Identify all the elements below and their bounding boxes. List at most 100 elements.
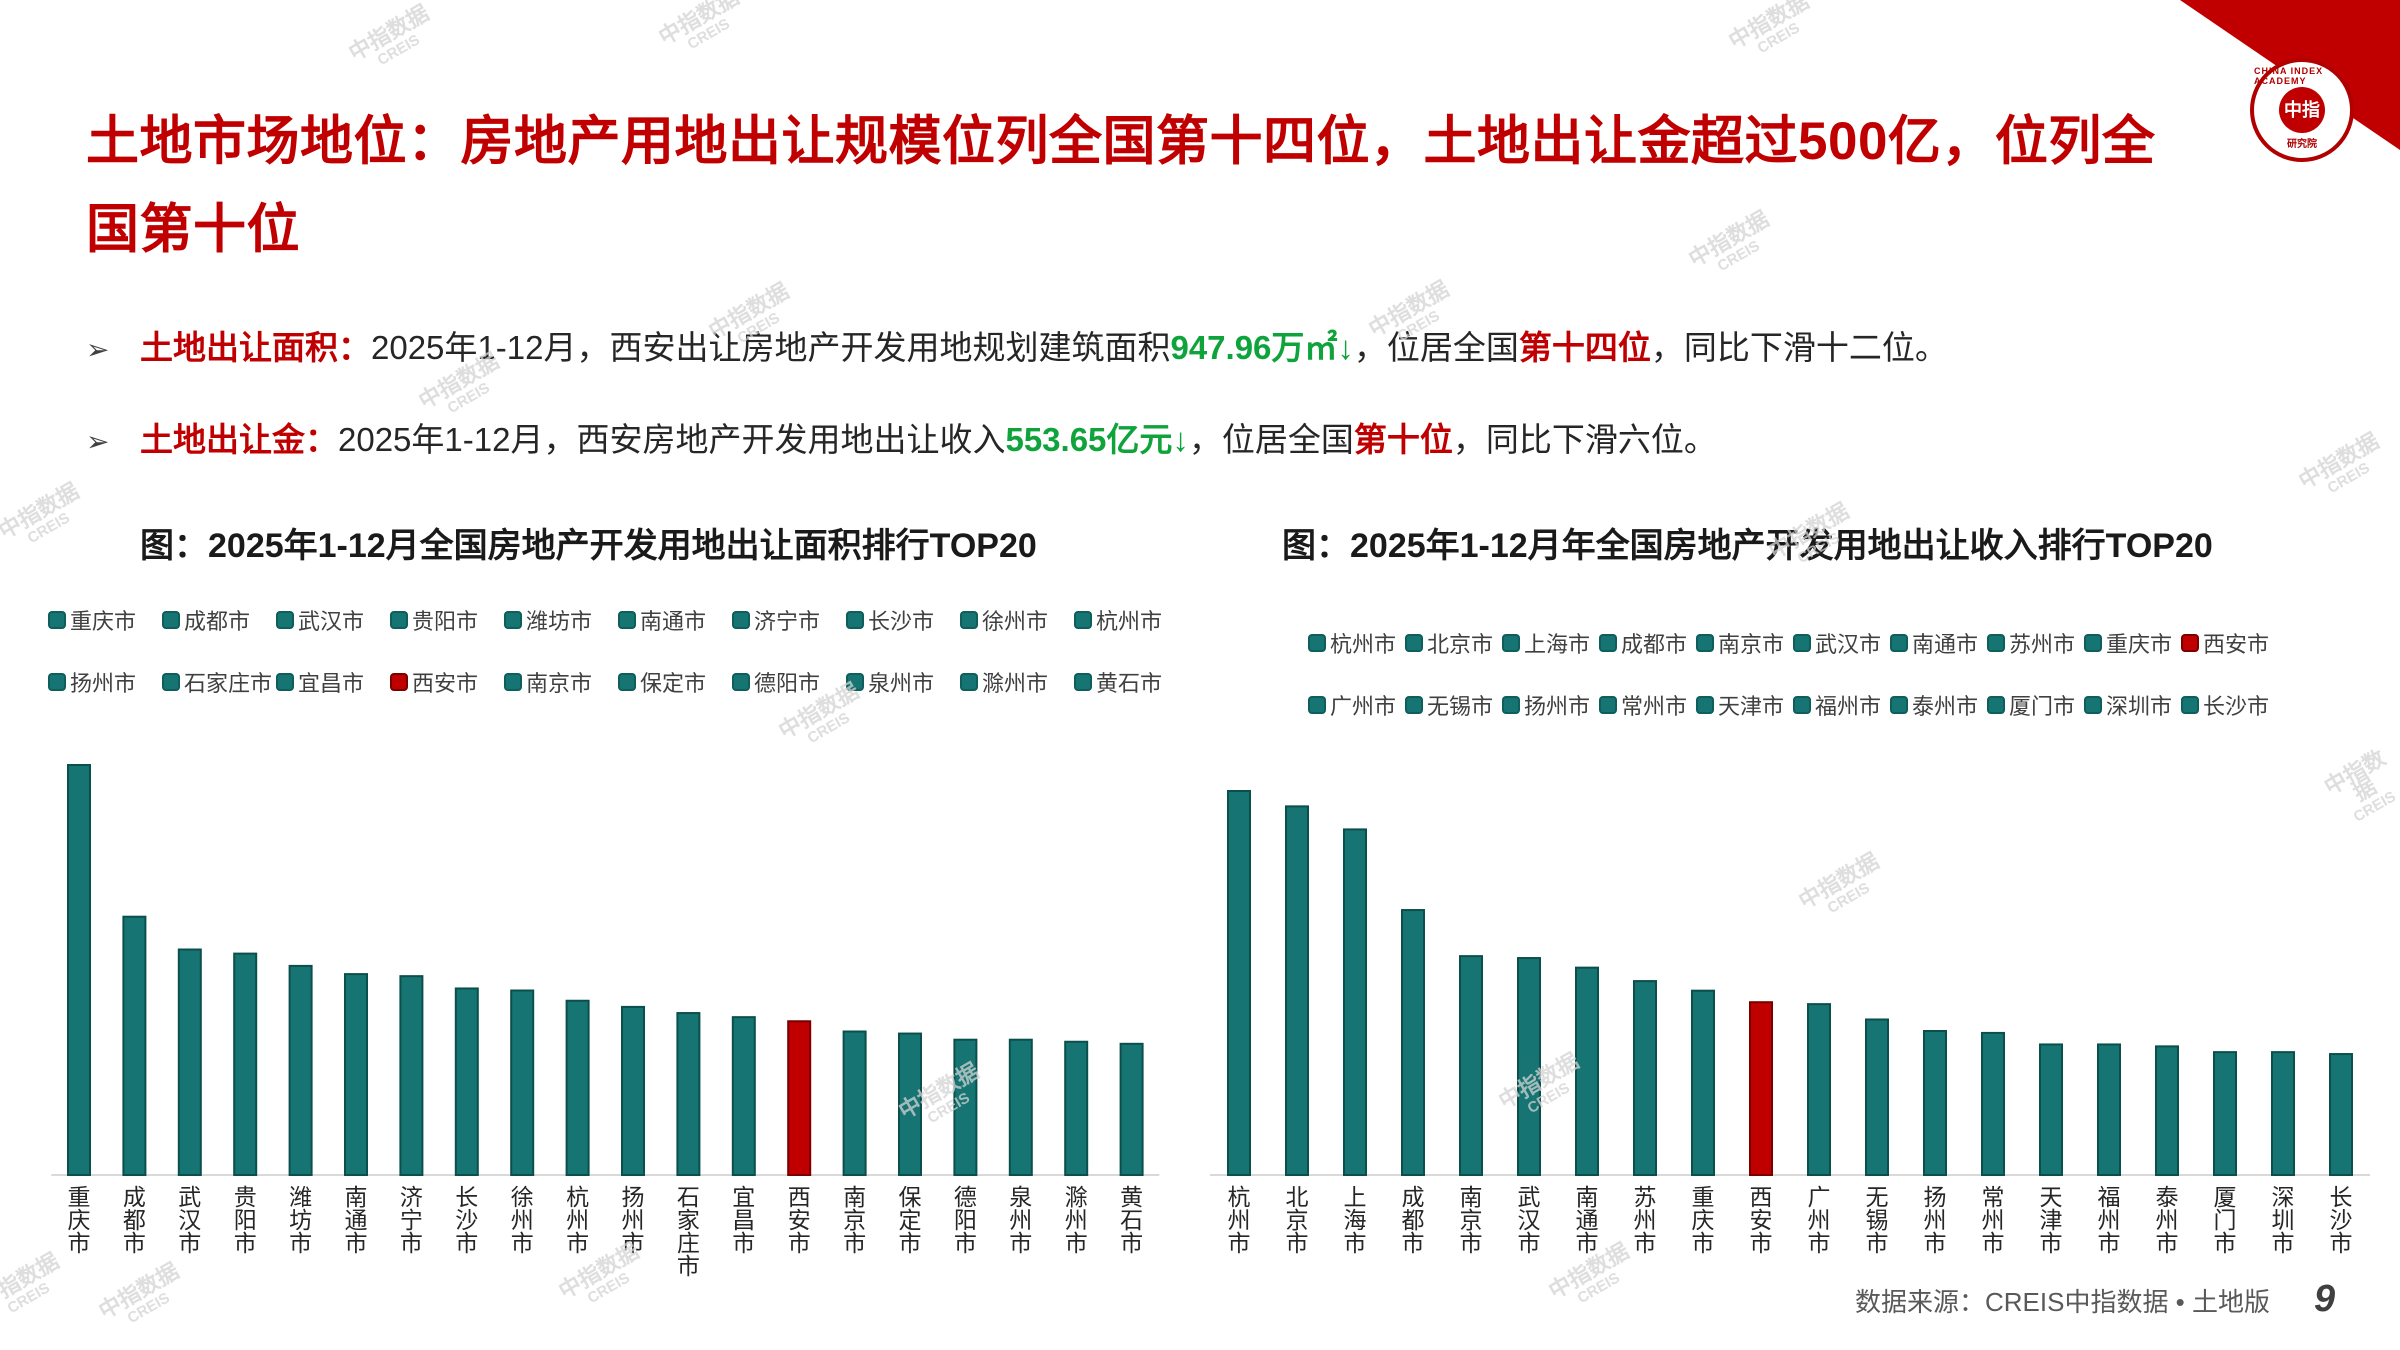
bar-chart-revenue: 杭州市 北京市 上海市 成都市 南京市 武汉市 南通市 苏州市 重庆市 西安市 广州市 无锡市 扬州市 常…: [1210, 790, 2370, 1257]
legend-swatch: [1405, 696, 1423, 714]
legend-swatch: [276, 673, 294, 691]
legend-item: 滁州市: [960, 666, 1074, 698]
legend-item: 上海市: [1502, 627, 1599, 659]
legend-label: 南京市: [1718, 632, 1785, 657]
legend-item: 武汉市: [276, 604, 390, 636]
bar: [233, 952, 258, 1176]
legend-item: 深圳市: [2084, 689, 2181, 721]
x-tick-label: 黄石市: [1120, 1185, 1143, 1257]
legend-swatch: [1599, 634, 1617, 652]
legend-item: 福州市: [1793, 689, 1890, 721]
bullet-value: 553.65亿元↓: [1005, 421, 1189, 458]
arrow-bullet-icon: ➢: [86, 426, 110, 457]
x-tick-label: 杭州市: [566, 1185, 589, 1257]
x-tick-label: 南通市: [345, 1185, 368, 1257]
legend-item: 南通市: [1890, 627, 1987, 659]
legend-swatch: [1405, 634, 1423, 652]
bar: [1119, 1042, 1144, 1176]
bar: [1807, 1003, 1831, 1176]
arrow-bullet-icon: ➢: [86, 334, 110, 365]
legend-item: 保定市: [618, 666, 732, 698]
x-tick-label: 苏州市: [1634, 1185, 1657, 1257]
bar: [1749, 1001, 1773, 1176]
legend-label: 潍坊市: [526, 609, 593, 634]
bar: [1343, 828, 1367, 1177]
x-tick-label: 济宁市: [400, 1185, 423, 1257]
bullet-text: 2025年1-12月，西安房地产开发用地出让收入: [338, 421, 1006, 458]
logo-ring-text: CHINA INDEX ACADEMY: [2254, 66, 2324, 86]
legend-item: 成都市: [162, 604, 276, 636]
legend-label: 武汉市: [1815, 632, 1882, 657]
legend-swatch: [1696, 696, 1714, 714]
data-source: 数据来源：CREIS中指数据 • 土地版: [1855, 1287, 2271, 1317]
legend-item: 贵阳市: [390, 604, 504, 636]
bar: [953, 1038, 978, 1177]
legend-swatch: [1987, 696, 2005, 714]
legend-item: 扬州市: [1502, 689, 1599, 721]
legend-item: 北京市: [1405, 627, 1502, 659]
bar: [1517, 957, 1541, 1176]
bullet-land-area: ➢ 土地出让面积：2025年1-12月，西安出让房地产开发用地规划建筑面积947.…: [86, 326, 1948, 372]
x-tick-label: 扬州市: [622, 1185, 645, 1257]
legend-label: 扬州市: [70, 671, 137, 696]
legend-swatch: [2181, 634, 2199, 652]
legend-item: 西安市: [390, 666, 504, 698]
x-tick-label: 成都市: [1402, 1185, 1425, 1257]
x-tick-label: 常州市: [1982, 1185, 2005, 1257]
legend-swatch: [504, 673, 522, 691]
watermark: 中指数据 CREIS: [1724, 0, 1814, 58]
legend-label: 宜昌市: [298, 671, 365, 696]
x-tick-label: 德阳市: [954, 1185, 977, 1257]
legend-row: 杭州市 北京市 上海市 成都市 南京市 武汉市 南通市 苏州市 重庆市 西安市: [1308, 627, 2278, 659]
legend-item: 长沙市: [846, 604, 960, 636]
bar: [288, 964, 313, 1176]
x-tick-label: 宜昌市: [732, 1185, 755, 1257]
legend-swatch: [960, 673, 978, 691]
legend-swatch: [2084, 696, 2102, 714]
bar: [2213, 1051, 2237, 1176]
x-tick-label: 武汉市: [178, 1185, 201, 1257]
legend-swatch: [732, 611, 750, 629]
legend-item: 杭州市: [1074, 604, 1188, 636]
bar: [1981, 1031, 2005, 1177]
x-tick-label: 天津市: [2040, 1185, 2063, 1257]
legend-item: 重庆市: [2084, 627, 2181, 659]
bar: [1865, 1018, 1889, 1177]
legend-item: 济宁市: [732, 604, 846, 636]
legend-label: 徐州市: [982, 609, 1049, 634]
bar: [898, 1032, 922, 1176]
legend-item: 泰州市: [1890, 689, 1987, 721]
x-tick-label: 无锡市: [1866, 1185, 1889, 1257]
x-tick-label: 西安市: [1750, 1185, 1773, 1257]
bullet-value: 947.96万㎡↓: [1170, 329, 1354, 366]
legend-swatch: [504, 611, 522, 629]
legend-label: 南通市: [1912, 632, 1979, 657]
legend-label: 石家庄市: [184, 671, 273, 696]
legend-swatch: [1074, 611, 1092, 629]
x-tick-label: 泰州市: [2156, 1185, 2179, 1257]
bar: [1285, 805, 1309, 1177]
bar: [1633, 980, 1657, 1176]
legend-label: 杭州市: [1096, 609, 1163, 634]
chart-title-area: 图：2025年1-12月全国房地产开发用地出让面积排行TOP20: [140, 527, 1037, 565]
bar: [676, 1012, 701, 1176]
legend-swatch: [162, 611, 180, 629]
watermark: 中指数据 CREIS: [344, 0, 434, 70]
legend-label: 南通市: [640, 609, 707, 634]
legend-label: 重庆市: [70, 609, 137, 634]
bar: [1459, 955, 1483, 1176]
legend-item: 天津市: [1696, 689, 1793, 721]
bar: [1923, 1030, 1947, 1176]
bullet-key: 土地出让金：: [140, 421, 338, 458]
bar: [1227, 790, 1251, 1176]
legend-label: 成都市: [184, 609, 251, 634]
legend-item: 苏州市: [1987, 627, 2084, 659]
legend-label: 保定市: [640, 671, 707, 696]
logo-center-text: 中指: [2279, 87, 2325, 133]
legend-item: 潍坊市: [504, 604, 618, 636]
legend-swatch: [732, 673, 750, 691]
legend-item: 石家庄市: [162, 666, 276, 698]
legend-swatch: [1793, 696, 1811, 714]
legend-label: 天津市: [1718, 694, 1785, 719]
legend-label: 厦门市: [2009, 694, 2076, 719]
